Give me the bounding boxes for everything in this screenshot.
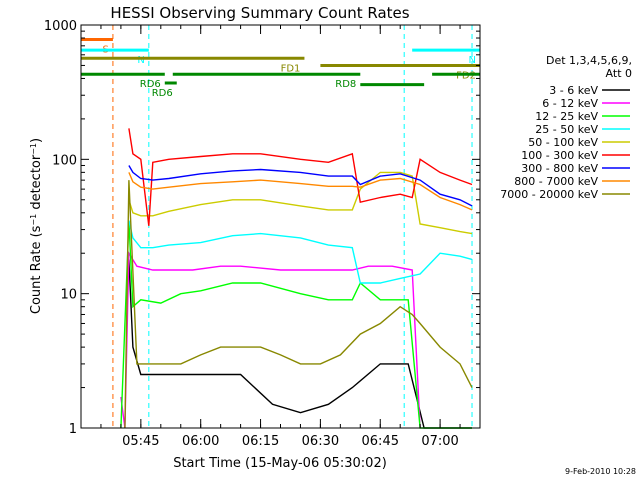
legend-entry-label: 7000 - 20000 keV bbox=[500, 188, 598, 201]
x-tick-label: 06:15 bbox=[242, 434, 279, 449]
x-tick-label: 06:30 bbox=[302, 434, 339, 449]
x-tick-label: 05:45 bbox=[122, 434, 159, 449]
plot-area: SNNFD1FD2RD6RD6RD8 bbox=[81, 25, 480, 429]
legend-entry-label: 100 - 300 keV bbox=[521, 149, 598, 162]
state-bar-label: RD8 bbox=[335, 79, 356, 90]
x-tick-label: 06:45 bbox=[362, 434, 399, 449]
legend-entry-label: 50 - 100 keV bbox=[528, 136, 598, 149]
legend-header: Det 1,3,4,5,6,9, bbox=[546, 54, 632, 67]
state-bar-label: FD1 bbox=[281, 63, 301, 74]
series-line bbox=[128, 259, 472, 429]
series-line bbox=[124, 180, 473, 429]
series-line bbox=[128, 165, 473, 207]
x-axis-label: Start Time (15-May-06 05:30:02) bbox=[173, 456, 387, 471]
date-stamp: 9-Feb-2010 10:28 bbox=[565, 467, 636, 476]
state-bar-label: FD2 bbox=[456, 70, 476, 81]
series-line bbox=[120, 220, 472, 429]
series-line bbox=[128, 220, 473, 284]
y-tick-label: 1000 bbox=[44, 19, 77, 34]
y-tick-label: 10 bbox=[60, 288, 77, 303]
series-line bbox=[128, 172, 473, 211]
x-axis: 05:45 06:00 06:15 06:30 06:45 07:00 bbox=[80, 25, 481, 449]
legend-entry-label: 25 - 50 keV bbox=[535, 123, 598, 136]
legend-entry-label: 300 - 800 keV bbox=[521, 162, 598, 175]
y-tick-label: 100 bbox=[52, 153, 77, 168]
series-line bbox=[128, 128, 473, 226]
chart-title: HESSI Observing Summary Count Rates bbox=[110, 4, 409, 22]
y-axis-label: Count Rate (s−1 detector−1) bbox=[29, 138, 45, 314]
y-tick-label: 1 bbox=[69, 422, 77, 437]
legend-entry-label: 800 - 7000 keV bbox=[514, 175, 598, 188]
legend-entry-label: 6 - 12 keV bbox=[542, 97, 598, 110]
y-axis: 1 10 100 1000 bbox=[44, 19, 480, 437]
legend-header: Att 0 bbox=[606, 67, 632, 80]
state-bar-label: N bbox=[469, 55, 476, 66]
x-tick-label: 06:00 bbox=[182, 434, 219, 449]
state-bar-label: RD6 bbox=[152, 88, 173, 99]
x-tick-label: 07:00 bbox=[421, 434, 458, 449]
legend-entry-label: 12 - 25 keV bbox=[535, 110, 598, 123]
state-bar-label: RD6 bbox=[140, 79, 161, 90]
state-bar-label: N bbox=[137, 55, 144, 66]
legend-entry-label: 3 - 6 keV bbox=[549, 84, 598, 97]
series-line bbox=[128, 171, 473, 235]
